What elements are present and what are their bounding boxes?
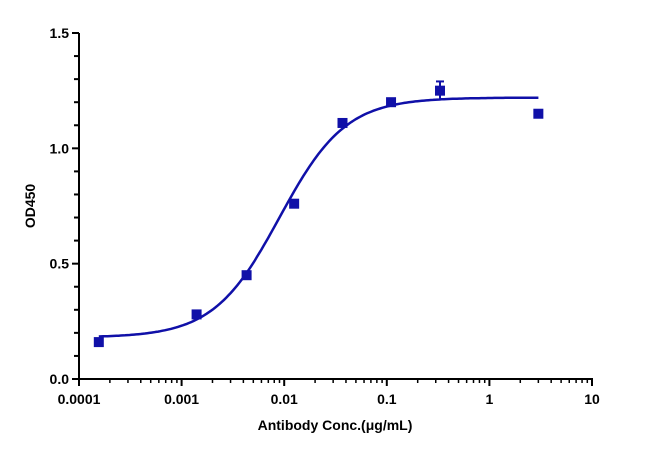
data-point bbox=[191, 309, 202, 320]
x-tick-label: 0.0001 bbox=[58, 391, 101, 407]
fit-line bbox=[98, 96, 539, 338]
data-points bbox=[93, 80, 544, 348]
data-point bbox=[337, 117, 348, 128]
x-tick-label: 0.001 bbox=[164, 391, 199, 407]
axes: 0.0 0.5 1.0 1.5 0.0001 0.001 0.01 0.1 1 10 bbox=[50, 25, 600, 407]
y-tick-label: 1.0 bbox=[50, 140, 70, 156]
data-point bbox=[434, 85, 445, 96]
data-point bbox=[93, 337, 104, 348]
x-axis-title: Antibody Conc.(μg/mL) bbox=[258, 417, 413, 433]
y-tick-label: 1.5 bbox=[50, 25, 70, 41]
data-point bbox=[289, 198, 300, 209]
x-tick-label: 10 bbox=[584, 391, 600, 407]
x-tick-label: 0.1 bbox=[377, 391, 397, 407]
y-tick-label: 0.5 bbox=[50, 256, 70, 272]
x-tick-label: 0.01 bbox=[271, 391, 298, 407]
y-tick-label: 0.0 bbox=[50, 371, 70, 387]
fit-curve bbox=[98, 96, 539, 338]
y-axis-title: OD450 bbox=[22, 184, 38, 229]
data-point bbox=[241, 270, 252, 281]
data-point bbox=[386, 97, 397, 108]
data-point bbox=[533, 108, 544, 119]
x-tick-label: 1 bbox=[486, 391, 494, 407]
